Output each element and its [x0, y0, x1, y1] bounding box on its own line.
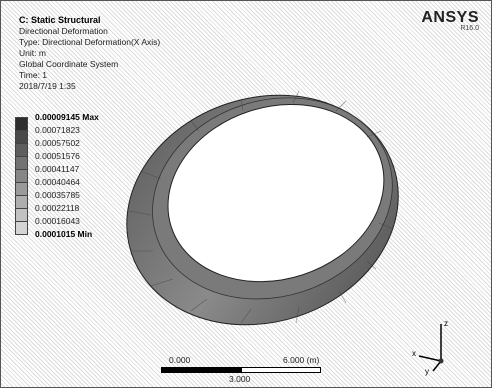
axis-triad[interactable]: z x y: [411, 316, 471, 376]
result-time: Time: 1: [19, 70, 48, 80]
scale-left-label: 0.000: [169, 355, 191, 365]
x-axis-label: x: [412, 349, 416, 358]
legend-min-label: 0.0001015 Min: [35, 229, 93, 239]
scale-bar-dark: [161, 367, 241, 373]
triad-origin: [438, 358, 444, 364]
legend-value: 0.00022118: [35, 203, 80, 213]
logo-brand: ANSYS: [421, 9, 479, 26]
scale-bar: 0.000 6.000 (m) 3.000: [161, 351, 361, 385]
y-axis-label: y: [425, 367, 429, 376]
scale-right-label: 6.000 (m): [283, 355, 320, 365]
analysis-title: C: Static Structural: [19, 15, 101, 25]
ansys-logo: ANSYS R16.0: [421, 9, 479, 32]
mesh-lines: [128, 90, 394, 324]
x-axis-line: [418, 355, 442, 362]
legend-value: 0.00016043: [35, 216, 80, 226]
result-name: Directional Deformation: [19, 26, 108, 36]
z-axis-label: z: [444, 319, 448, 328]
legend-value: 0.00041147: [35, 164, 80, 174]
scale-bar-light: [241, 367, 321, 373]
result-type: Type: Directional Deformation(X Axis): [19, 37, 161, 47]
result-unit: Unit: m: [19, 48, 46, 58]
legend-max-label: 0.00009145 Max: [35, 112, 99, 122]
legend-value: 0.00035785: [35, 190, 80, 200]
coordinate-system: Global Coordinate System: [19, 59, 119, 69]
legend-value: 0.00051576: [35, 151, 80, 161]
legend-value: 0.00057502: [35, 138, 80, 148]
legend-value: 0.00040464: [35, 177, 80, 187]
ring-opening: [167, 103, 385, 283]
result-date: 2018/7/19 1:35: [19, 81, 76, 91]
legend-value: 0.00071823: [35, 125, 80, 135]
scale-mid-label: 3.000: [229, 374, 251, 384]
logo-version: R16.0: [460, 25, 479, 32]
legend-swatch: [15, 221, 28, 235]
